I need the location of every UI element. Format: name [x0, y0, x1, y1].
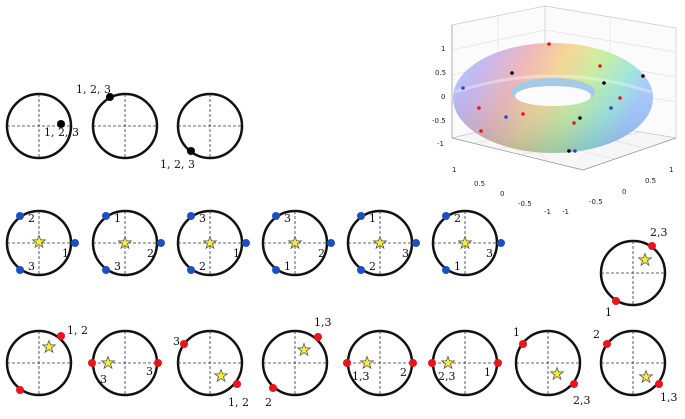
point-label: 3: [100, 373, 107, 386]
row2-circle-1: 2 1 3: [5, 209, 79, 277]
row2-circle-6: 2 3 1: [431, 209, 505, 277]
point-label: 2: [28, 212, 35, 225]
point-label: 1: [484, 366, 491, 379]
row2-circle-3: 3 1 2: [176, 209, 250, 277]
point-label: 1, 2: [228, 396, 249, 409]
row3-circle-3: 3 1, 2: [173, 329, 249, 409]
point-label: 1, 2: [67, 324, 88, 337]
point-label: 3: [28, 260, 35, 273]
row3-circle-7: 1 2,3: [513, 326, 591, 407]
point-label: 2: [454, 212, 461, 225]
row1-circle-2: 1, 2, 3: [76, 83, 159, 160]
row1-label-2: 1, 2, 3: [76, 83, 111, 96]
point-label: 2,3: [573, 394, 591, 407]
point-label: 2: [400, 366, 407, 379]
z-tick: -0.5: [432, 117, 446, 125]
y-tick: 1: [669, 166, 673, 174]
z-tick: -1: [437, 140, 444, 148]
point-label: 2: [593, 328, 600, 341]
row1-circle-3: 1, 2, 3: [160, 92, 244, 171]
y-tick: -1: [562, 208, 569, 216]
y-tick: 0.5: [645, 177, 656, 185]
point-label: 1,3: [314, 316, 332, 329]
row3-circle-4: 1,3 2: [261, 316, 332, 409]
point-label: 1: [233, 247, 240, 260]
point-label: 2: [318, 247, 325, 260]
point-label: 1: [605, 306, 612, 319]
point-label: 3: [284, 212, 291, 225]
x-tick: -1: [544, 208, 551, 216]
row3-circle-6: 2,3 1: [428, 329, 502, 397]
y-tick: 0: [622, 188, 626, 196]
point-label: 1: [284, 260, 291, 273]
point-label: 2,3: [438, 370, 456, 383]
point-label: 1: [62, 247, 69, 260]
point-label: 1: [454, 260, 461, 273]
point-label: 3: [146, 365, 153, 378]
black-point: [106, 93, 114, 101]
point-label: 3: [402, 247, 409, 260]
z-tick: 1: [441, 45, 445, 53]
row2-circle-2: 1 2 3: [91, 209, 165, 277]
row2-circle-5: 1 3 2: [346, 209, 420, 277]
point-label: 1,3: [660, 391, 678, 404]
point-label: 2: [147, 247, 154, 260]
row3-circle-5: 1,3 2: [343, 329, 417, 397]
row3-circle-1: 1, 2: [5, 324, 88, 397]
x-tick: 0: [500, 190, 504, 198]
row1-label-3: 1, 2, 3: [160, 158, 195, 171]
row3-circle-8: 2 1,3: [593, 328, 678, 404]
row1-circle-1: 1, 2, 3: [5, 92, 79, 160]
x-tick: 0.5: [474, 180, 485, 188]
point-label: 1,3: [352, 370, 370, 383]
x-tick: -0.5: [518, 200, 532, 208]
torus-plot: 1 0.5 0 -0.5 -1 1 0.5 0 -0.5 -1 -1 -0.5 …: [432, 5, 677, 216]
point-label: 1: [513, 326, 520, 339]
black-point: [187, 147, 195, 155]
point-label: 2: [199, 260, 206, 273]
y-tick: -0.5: [589, 198, 603, 206]
point-label: 3: [486, 247, 493, 260]
row2-circle-4: 3 2 1: [261, 209, 335, 277]
point-label: 1: [114, 212, 121, 225]
row2-right-circle: 2,3 1: [599, 226, 668, 319]
point-label: 1: [369, 212, 376, 225]
x-tick: 1: [452, 166, 456, 174]
z-tick: 0.5: [435, 69, 446, 77]
point-label: 2: [369, 260, 376, 273]
point-label: 3: [199, 212, 206, 225]
z-tick: 0: [441, 93, 445, 101]
point-label: 3: [114, 260, 121, 273]
black-point: [57, 120, 65, 128]
point-label: 3: [173, 335, 180, 348]
row1-label-1: 1, 2, 3: [44, 126, 79, 139]
point-label: 2,3: [650, 226, 668, 239]
row3-circle-2: 3 3: [88, 329, 162, 397]
point-label: 2: [265, 396, 272, 409]
